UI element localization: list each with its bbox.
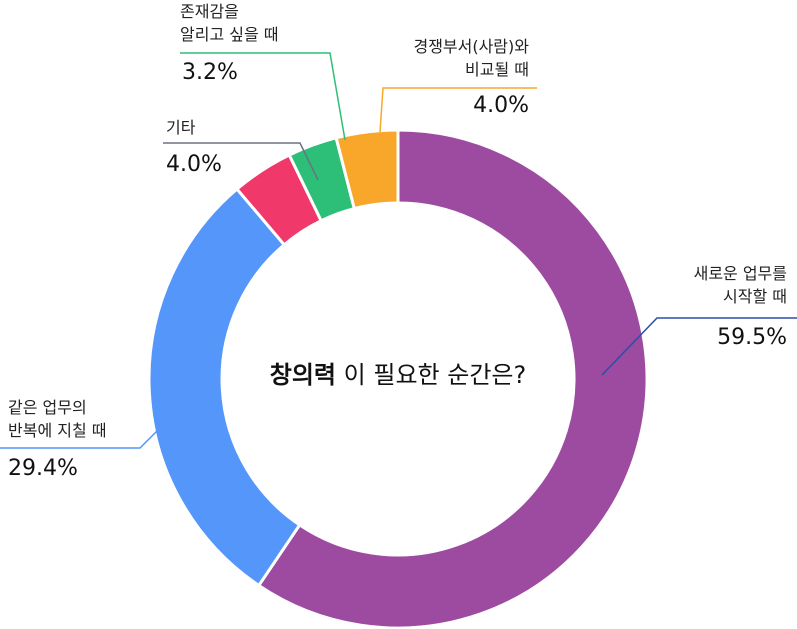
value-label: 59.5%: [717, 325, 787, 350]
slice-label: 같은 업무의 반복에 지칠 때: [8, 398, 107, 440]
slice-label: 경쟁부서(사람)와 비교될 때: [413, 37, 529, 79]
leader-line: [163, 142, 319, 181]
value-label: 4.0%: [473, 93, 529, 118]
donut-slice: [334, 128, 400, 211]
center-title: 창의력 이 필요한 순간은?: [198, 355, 598, 390]
leader-line: [601, 317, 797, 376]
slice-label: 기타: [166, 118, 196, 137]
value-label: 29.4%: [8, 456, 78, 481]
leader-line: [180, 52, 346, 141]
center-title-rest: 이 필요한 순간은?: [343, 361, 527, 389]
donut-slice: [256, 128, 649, 629]
leader-line: [0, 427, 161, 449]
value-label: 4.0%: [166, 152, 222, 177]
leader-line: [379, 87, 537, 133]
center-title-bold: 창의력: [269, 361, 337, 389]
slice-label: 존재감을 알리고 싶을 때: [180, 2, 279, 44]
slice-label: 새로운 업무를 시작할 때: [693, 264, 787, 306]
value-label: 3.2%: [182, 60, 238, 85]
donut-slice: [147, 186, 302, 588]
